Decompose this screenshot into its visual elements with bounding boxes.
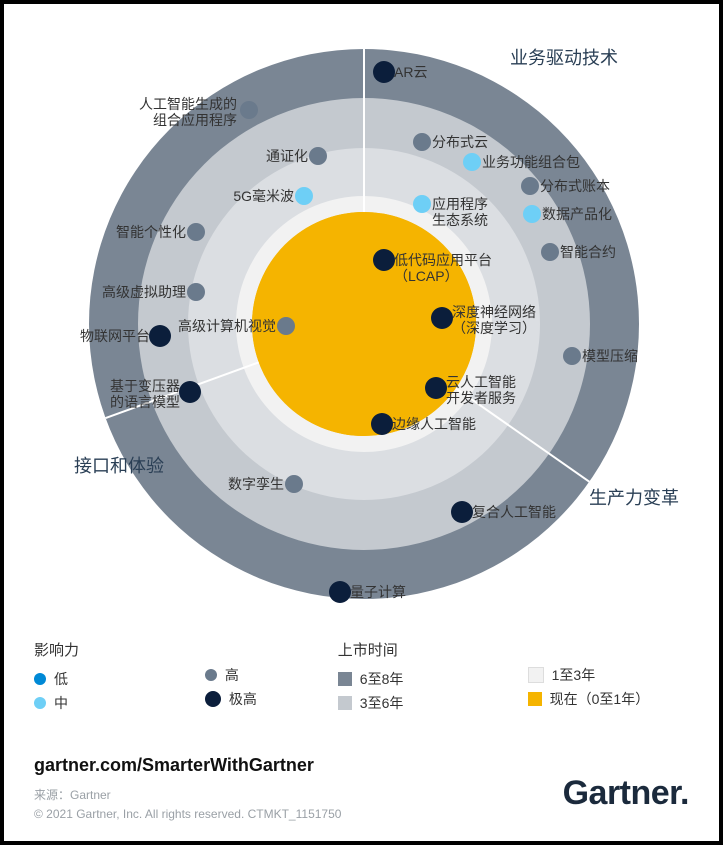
svg-text:（LCAP）: （LCAP） xyxy=(394,268,459,284)
svg-text:智能合约: 智能合约 xyxy=(560,244,616,260)
svg-text:高级虚拟助理: 高级虚拟助理 xyxy=(102,284,186,300)
svg-text:组合应用程序: 组合应用程序 xyxy=(153,112,237,128)
svg-text:量子计算: 量子计算 xyxy=(350,584,406,600)
svg-text:模型压缩: 模型压缩 xyxy=(582,348,638,364)
svg-text:通证化: 通证化 xyxy=(266,148,308,164)
svg-text:人工智能生成的: 人工智能生成的 xyxy=(139,96,237,112)
svg-text:AR云: AR云 xyxy=(394,64,427,80)
legend-sq-6to8 xyxy=(338,672,352,686)
legend-dot-veryhigh xyxy=(205,691,221,707)
legend-dot-high xyxy=(205,669,217,681)
legend-label-now: 现在（0至1年） xyxy=(550,689,650,709)
svg-text:复合人工智能: 复合人工智能 xyxy=(472,504,556,520)
svg-text:智能个性化: 智能个性化 xyxy=(116,224,186,240)
svg-text:开发者服务: 开发者服务 xyxy=(446,390,516,406)
svg-text:数据产品化: 数据产品化 xyxy=(542,206,612,222)
legend-label-6to8: 6至8年 xyxy=(360,669,404,689)
legend: 影响力 低 中 高 极高 上市时间 6至8年 3至6年 1至3年 现在（0至1年… xyxy=(34,639,689,712)
page: 业务驱动技术接口和体验生产力变革 AR云人工智能生成的组合应用程序分布式云通证化 业… xyxy=(0,0,723,845)
radar-svg: 业务驱动技术接口和体验生产力变革 AR云人工智能生成的组合应用程序分布式云通证化 业… xyxy=(4,4,723,644)
svg-text:分布式云: 分布式云 xyxy=(432,134,488,150)
legend-label-low: 低 xyxy=(54,669,68,689)
legend-label-1to3: 1至3年 xyxy=(552,665,596,685)
legend-time-title: 上市时间 xyxy=(338,639,528,660)
svg-text:业务驱动技术: 业务驱动技术 xyxy=(510,48,618,68)
legend-label-mid: 中 xyxy=(54,693,68,713)
svg-text:深度神经网络: 深度神经网络 xyxy=(452,304,536,320)
legend-dot-low xyxy=(34,673,46,685)
legend-dot-mid xyxy=(34,697,46,709)
svg-text:高级计算机视觉: 高级计算机视觉 xyxy=(178,318,276,334)
svg-text:5G毫米波: 5G毫米波 xyxy=(233,188,294,204)
svg-text:云人工智能: 云人工智能 xyxy=(446,374,516,390)
svg-text:数字孪生: 数字孪生 xyxy=(228,476,284,492)
legend-label-veryhigh: 极高 xyxy=(229,689,257,709)
svg-text:生态系统: 生态系统 xyxy=(432,212,488,228)
svg-text:的语言模型: 的语言模型 xyxy=(110,394,180,410)
svg-text:物联网平台: 物联网平台 xyxy=(80,328,150,344)
legend-sq-3to6 xyxy=(338,696,352,710)
legend-sq-1to3 xyxy=(528,667,544,683)
brand-text: Gartner xyxy=(563,774,680,812)
legend-sq-now xyxy=(528,692,542,706)
brand-dot: . xyxy=(680,774,689,812)
svg-text:（深度学习）: （深度学习） xyxy=(452,320,536,336)
svg-text:生产力变革: 生产力变革 xyxy=(589,488,679,508)
svg-text:接口和体验: 接口和体验 xyxy=(74,456,164,476)
radar-chart: 业务驱动技术接口和体验生产力变革 AR云人工智能生成的组合应用程序分布式云通证化 业… xyxy=(4,4,723,644)
legend-impact-title: 影响力 xyxy=(34,639,205,660)
svg-text:基于变压器: 基于变压器 xyxy=(110,378,180,394)
footer-url: gartner.com/SmarterWithGartner xyxy=(34,755,689,776)
brand-logo: Gartner. xyxy=(563,774,689,813)
svg-text:边缘人工智能: 边缘人工智能 xyxy=(392,416,476,432)
legend-label-3to6: 3至6年 xyxy=(360,693,404,713)
svg-text:业务功能组合包: 业务功能组合包 xyxy=(482,154,580,170)
legend-label-high: 高 xyxy=(225,665,239,685)
svg-text:应用程序: 应用程序 xyxy=(432,196,488,212)
svg-text:分布式账本: 分布式账本 xyxy=(540,178,610,194)
svg-text:低代码应用平台: 低代码应用平台 xyxy=(394,252,492,268)
